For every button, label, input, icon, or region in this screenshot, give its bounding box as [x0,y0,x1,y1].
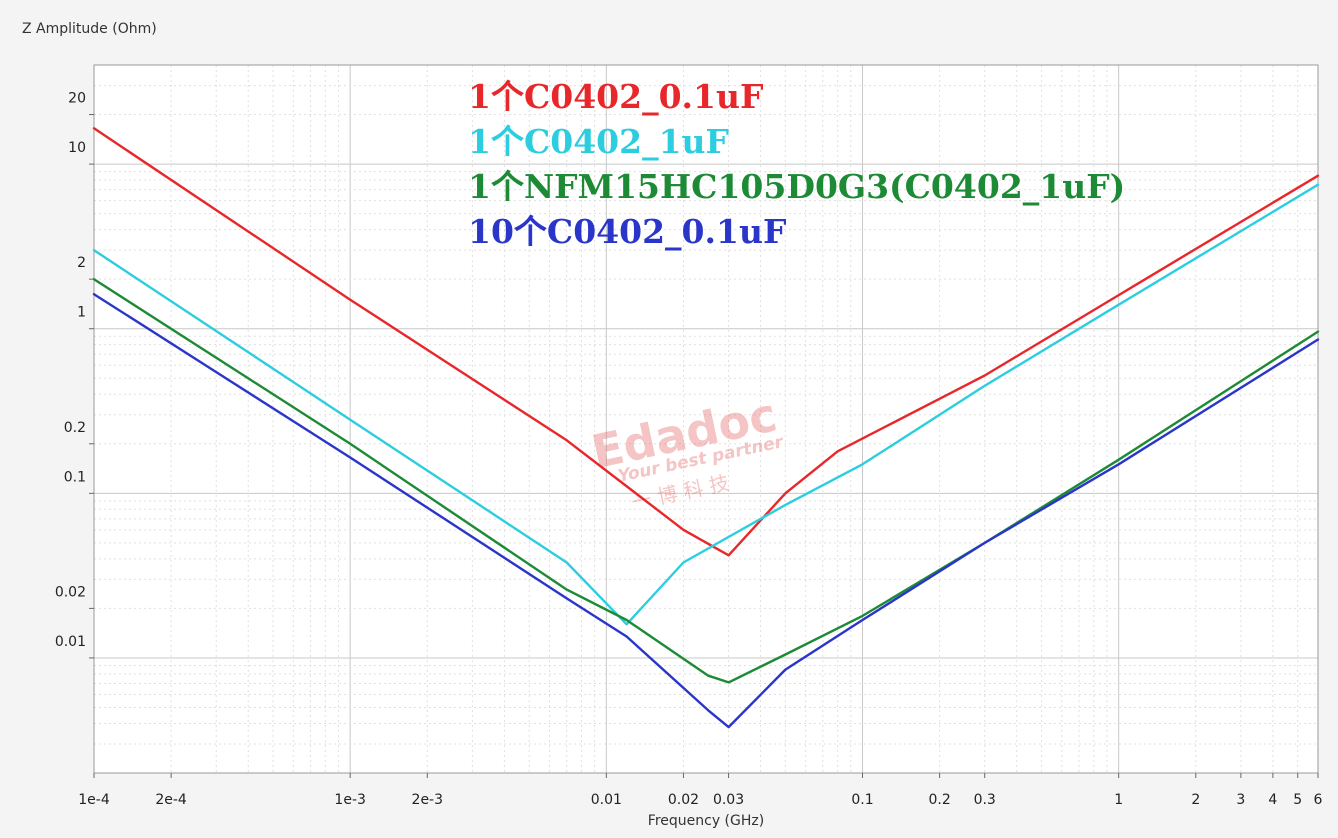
x-tick-label: 5 [1293,792,1302,808]
y-tick-label: 0.2 [64,420,86,436]
x-tick-label: 1e-3 [334,792,365,808]
x-tick-label: 1e-4 [78,792,110,808]
legend-entry-1: 1个C0402_0.1uF [468,77,763,116]
x-tick-label: 0.2 [928,792,950,808]
legend-entry-4: 10个C0402_0.1uF [468,212,786,251]
legend-entry-2: 1个C0402_1uF [468,122,729,161]
x-tick-label: 6 [1314,792,1323,808]
y-tick-label: 10 [68,140,86,156]
x-tick-label: 2e-4 [155,792,187,808]
y-tick-labels: 20 10 2 1 0.2 0.1 0.02 0.01 [55,91,94,659]
series-line-1 [92,127,1320,557]
y-tick-label: 2 [77,255,86,271]
plot-frame [93,64,1319,774]
x-tick-label: 1 [1114,792,1123,808]
y-axis-title: Z Amplitude (Ohm) [22,21,157,37]
y-tick-label: 1 [77,305,86,321]
x-tick-label: 0.3 [974,792,996,808]
x-tick-label: 0.1 [851,792,873,808]
plot-background [94,65,1318,773]
legend: 1个C0402_0.1uF 1个C0402_1uF 1个NFM15HC105D0G3… [468,77,1125,251]
series-lines [92,127,1320,729]
x-tick-label: 0.03 [713,792,744,808]
y-tick-label: 0.01 [55,634,86,650]
x-tick-label: 3 [1236,792,1245,808]
series-line-2 [92,183,1320,626]
x-tick-label: 2 [1191,792,1200,808]
y-tick-label: 0.1 [64,469,86,485]
legend-entry-3: 1个NFM15HC105D0G3(C0402_1uF) [468,167,1125,206]
x-tick-label: 0.02 [668,792,699,808]
x-tick-labels: 1e-4 2e-4 1e-3 2e-3 0.01 0.02 0.03 0.1 0.2 0.3 1 2 3… [78,773,1323,808]
x-tick-label: 2e-3 [412,792,443,808]
y-tick-label: 20 [68,91,86,107]
y-tick-label: 0.02 [55,584,86,600]
series-line-4 [92,293,1320,729]
x-tick-label: 4 [1268,792,1277,808]
series-line-3 [92,278,1320,684]
x-axis-title: Frequency (GHz) [648,813,764,829]
x-tick-label: 0.01 [591,792,622,808]
